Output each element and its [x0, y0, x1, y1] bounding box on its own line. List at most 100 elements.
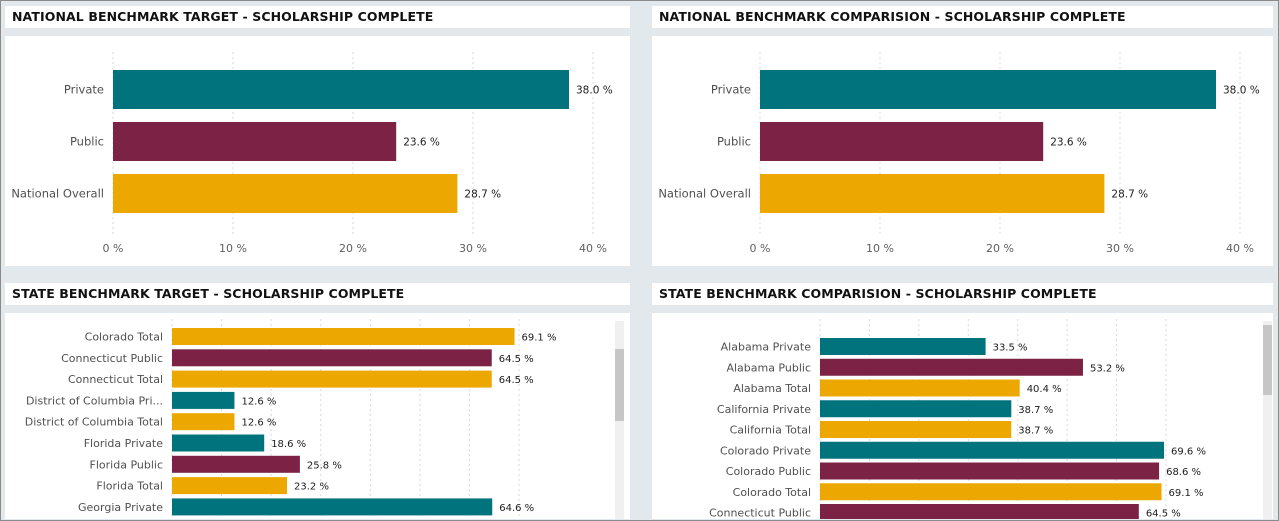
x-tick-label: 10 % [219, 242, 247, 255]
data-label: 69.1 % [1169, 488, 1204, 499]
state-comparision-scrollbar[interactable] [1263, 321, 1272, 519]
national-target-title: NATIONAL BENCHMARK TARGET - SCHOLARSHIP … [12, 9, 434, 24]
bar [172, 328, 515, 345]
category-label: Alabama Private [721, 341, 812, 354]
category-label: Colorado Total [733, 486, 811, 499]
national-target-chart: 0 % 10 % 20 % 30 % 40 % Private 38.0 % Public 23… [11, 52, 613, 255]
state-target-title: STATE BENCHMARK TARGET - SCHOLARSHIP COM… [12, 286, 405, 301]
category-label: Florida Total [96, 480, 163, 493]
category-label: District of Columbia Total [25, 416, 163, 429]
data-label: 38.0 % [576, 85, 613, 97]
data-label: 38.7 % [1018, 405, 1053, 416]
bar [820, 421, 1012, 438]
state-target-title-bar: STATE BENCHMARK TARGET - SCHOLARSHIP COM… [5, 283, 630, 305]
national-target-title-bar: NATIONAL BENCHMARK TARGET - SCHOLARSHIP … [5, 6, 630, 28]
bar [820, 400, 1012, 418]
category-label: Private [711, 83, 751, 97]
x-tick-label: 40 % [579, 242, 607, 255]
data-label: 12.6 % [241, 418, 276, 429]
bar [172, 455, 300, 473]
bar [820, 483, 1162, 501]
national-comparision-title-bar: NATIONAL BENCHMARK COMPARISION - SCHOLAR… [652, 6, 1273, 28]
bar [760, 174, 1105, 213]
x-tick-label: 40 % [1226, 242, 1254, 255]
bar [760, 122, 1044, 161]
category-label: Colorado Private [720, 444, 811, 457]
category-label: Colorado Total [85, 331, 163, 344]
category-label: California Private [717, 403, 811, 416]
bar [113, 174, 458, 213]
data-label: 23.6 % [1050, 137, 1087, 149]
bar [172, 477, 288, 495]
data-label: 64.5 % [499, 354, 534, 365]
category-label: Colorado Public [726, 465, 811, 478]
bar [820, 462, 1160, 480]
category-label: Connecticut Public [709, 507, 811, 520]
bar [820, 441, 1165, 459]
bar [172, 413, 235, 431]
category-label: National Overall [658, 187, 751, 201]
data-label: 40.4 % [1027, 384, 1062, 395]
data-label: 12.6 % [241, 396, 276, 407]
category-label: Florida Private [84, 437, 163, 450]
data-label: 64.5 % [499, 375, 534, 386]
data-label: 28.7 % [1111, 189, 1148, 201]
state-comparision-chart-panel: Alabama Private 33.5 % Alabama Public 53.2 … [652, 313, 1273, 519]
bar [113, 70, 569, 109]
bar [820, 338, 986, 355]
state-target-scrollbar-thumb[interactable] [615, 349, 624, 421]
state-comparision-title-bar: STATE BENCHMARK COMPARISION - SCHOLARSHI… [652, 283, 1273, 305]
x-tick-label: 20 % [339, 242, 367, 255]
state-comparision-chart: Alabama Private 33.5 % Alabama Public 53.2 … [709, 319, 1206, 520]
x-tick-label: 20 % [986, 242, 1014, 255]
data-label: 23.6 % [403, 137, 440, 149]
category-label: Alabama Total [733, 382, 811, 395]
bar [820, 504, 1139, 519]
state-target-chart: Colorado Total 69.1 % Connecticut Public 64… [25, 319, 557, 519]
category-label: Public [717, 135, 751, 149]
data-label: 64.6 % [499, 503, 534, 514]
data-label: 64.5 % [1146, 509, 1181, 520]
state-comparision-title: STATE BENCHMARK COMPARISION - SCHOLARSHI… [659, 286, 1097, 301]
bar [760, 70, 1216, 109]
bar [172, 434, 265, 452]
bar [172, 498, 493, 516]
bar [820, 358, 1083, 376]
x-tick-label: 0 % [103, 242, 124, 255]
x-tick-label: 30 % [1106, 242, 1134, 255]
category-label: District of Columbia Pri... [26, 394, 163, 407]
data-label: 25.8 % [307, 460, 342, 471]
national-comparision-title: NATIONAL BENCHMARK COMPARISION - SCHOLAR… [659, 9, 1126, 24]
category-label: Alabama Public [726, 361, 811, 374]
x-tick-label: 30 % [459, 242, 487, 255]
bar [172, 391, 235, 409]
data-label: 18.6 % [271, 439, 306, 450]
data-label: 28.7 % [464, 189, 501, 201]
state-comparision-scrollbar-thumb[interactable] [1263, 325, 1272, 395]
category-label: California Total [730, 424, 811, 437]
data-label: 69.1 % [522, 333, 557, 344]
bar [820, 379, 1020, 397]
category-label: Private [64, 83, 104, 97]
category-label: Florida Public [90, 458, 163, 471]
category-label: National Overall [11, 187, 104, 201]
x-tick-label: 0 % [750, 242, 771, 255]
x-tick-label: 10 % [866, 242, 894, 255]
national-target-chart-panel: 0 % 10 % 20 % 30 % 40 % Private 38.0 % Public 23… [5, 36, 630, 266]
category-label: Georgia Private [78, 501, 163, 514]
national-comparision-chart: 0 % 10 % 20 % 30 % 40 % Private 38.0 % Public 23… [658, 52, 1260, 255]
data-label: 38.7 % [1018, 426, 1053, 437]
data-label: 38.0 % [1223, 85, 1260, 97]
state-target-chart-panel: Colorado Total 69.1 % Connecticut Public 64… [5, 313, 630, 519]
category-label: Connecticut Total [68, 373, 163, 386]
data-label: 68.6 % [1166, 467, 1201, 478]
category-label: Public [70, 135, 104, 149]
bar [113, 122, 397, 161]
data-label: 69.6 % [1171, 446, 1206, 457]
data-label: 23.2 % [294, 482, 329, 493]
data-label: 53.2 % [1090, 363, 1125, 374]
bar [172, 349, 492, 367]
data-label: 33.5 % [993, 343, 1028, 354]
bar [172, 370, 492, 388]
category-label: Connecticut Public [61, 352, 163, 365]
